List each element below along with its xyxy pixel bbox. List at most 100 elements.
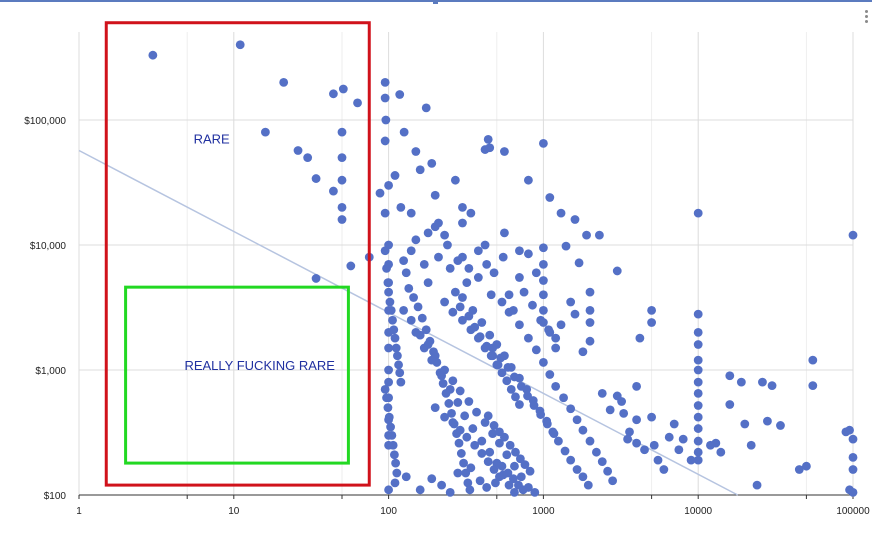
data-point-321 (415, 485, 425, 495)
data-point-36 (440, 230, 449, 240)
data-point-349 (458, 315, 467, 325)
x-tick-label-0: 1 (76, 506, 82, 517)
x-tick-label-4: 10000 (684, 506, 712, 517)
data-point-178 (554, 436, 563, 446)
resize-handle[interactable] (433, 0, 438, 4)
data-point-358 (511, 392, 520, 402)
data-point-29 (390, 171, 400, 180)
data-point-115 (417, 313, 427, 323)
data-point-155 (464, 397, 474, 406)
data-point-204 (640, 445, 649, 455)
data-point-17 (311, 274, 321, 283)
data-point-65 (498, 252, 508, 262)
data-point-197 (597, 457, 607, 467)
data-point-279 (450, 287, 460, 297)
data-point-295 (519, 287, 529, 297)
data-point-41 (483, 134, 493, 144)
data-point-323 (437, 480, 447, 490)
data-point-84 (570, 309, 580, 319)
data-point-217 (693, 355, 703, 365)
data-point-92 (388, 315, 397, 325)
data-point-3 (260, 127, 270, 137)
data-point-254 (623, 434, 633, 444)
data-point-145 (504, 480, 514, 490)
data-point-13 (337, 202, 347, 212)
data-point-78 (566, 297, 576, 307)
data-point-229 (716, 447, 726, 457)
data-point-44 (523, 175, 533, 185)
data-point-147 (399, 305, 409, 315)
data-point-179 (560, 446, 570, 456)
data-point-20 (380, 77, 390, 87)
data-point-335 (384, 365, 393, 375)
data-point-186 (523, 333, 533, 343)
data-point-45 (539, 138, 548, 148)
data-point-306 (561, 241, 571, 251)
annotations: RARE REALLY FUCKING RARE (104, 21, 371, 487)
data-point-345 (384, 259, 393, 269)
data-point-157 (480, 418, 490, 427)
data-point-80 (585, 287, 595, 297)
data-point-309 (440, 412, 449, 422)
data-point-343 (384, 305, 393, 315)
data-point-202 (625, 427, 634, 437)
data-point-161 (510, 461, 519, 471)
data-point-290 (464, 263, 474, 273)
data-point-94 (390, 333, 400, 343)
data-point-124 (447, 408, 456, 418)
data-point-289 (453, 256, 463, 266)
data-point-146 (510, 487, 519, 497)
chart-menu-icon[interactable] (862, 8, 872, 26)
data-point-267 (520, 460, 530, 470)
data-point-39 (466, 208, 476, 218)
data-point-160 (502, 450, 512, 460)
data-point-22 (381, 115, 391, 125)
data-point-257 (635, 333, 645, 343)
data-point-59 (445, 263, 455, 273)
data-point-260 (483, 411, 493, 421)
data-point-338 (384, 415, 393, 425)
data-point-291 (473, 246, 483, 256)
data-point-168 (485, 330, 495, 340)
data-point-68 (523, 249, 533, 259)
data-point-272 (510, 372, 519, 382)
data-point-311 (455, 425, 465, 435)
data-point-187 (531, 345, 541, 355)
data-point-246 (848, 434, 858, 444)
data-point-264 (505, 440, 515, 450)
x-tick-label-1: 10 (228, 506, 240, 517)
data-point-121 (438, 379, 448, 388)
data-point-127 (454, 438, 464, 448)
data-point-167 (477, 318, 487, 327)
data-point-189 (545, 370, 555, 379)
y-tick-label-0: $100 (44, 491, 67, 502)
data-point-265 (511, 447, 520, 457)
data-point-34 (430, 190, 440, 200)
data-point-219 (693, 377, 703, 387)
data-point-38 (458, 202, 467, 212)
data-point-319 (390, 478, 400, 488)
data-point-42 (485, 143, 495, 153)
data-point-30 (396, 202, 406, 212)
data-point-307 (574, 258, 584, 268)
data-point-228 (711, 438, 721, 448)
data-point-77 (551, 343, 561, 353)
data-point-241 (802, 461, 811, 471)
data-point-359 (515, 400, 524, 409)
data-point-270 (496, 353, 506, 363)
data-point-90 (385, 297, 395, 307)
data-point-150 (423, 340, 433, 349)
data-point-276 (536, 410, 546, 419)
data-point-109 (392, 468, 402, 478)
data-point-107 (389, 450, 399, 460)
data-point-66 (504, 290, 514, 300)
data-point-182 (578, 472, 588, 482)
data-point-53 (848, 230, 858, 240)
data-point-96 (393, 351, 402, 361)
data-point-2 (279, 77, 289, 87)
data-point-237 (763, 416, 772, 426)
data-point-252 (632, 415, 641, 425)
data-point-180 (566, 455, 576, 465)
data-point-356 (502, 376, 512, 386)
data-point-89 (384, 287, 393, 297)
